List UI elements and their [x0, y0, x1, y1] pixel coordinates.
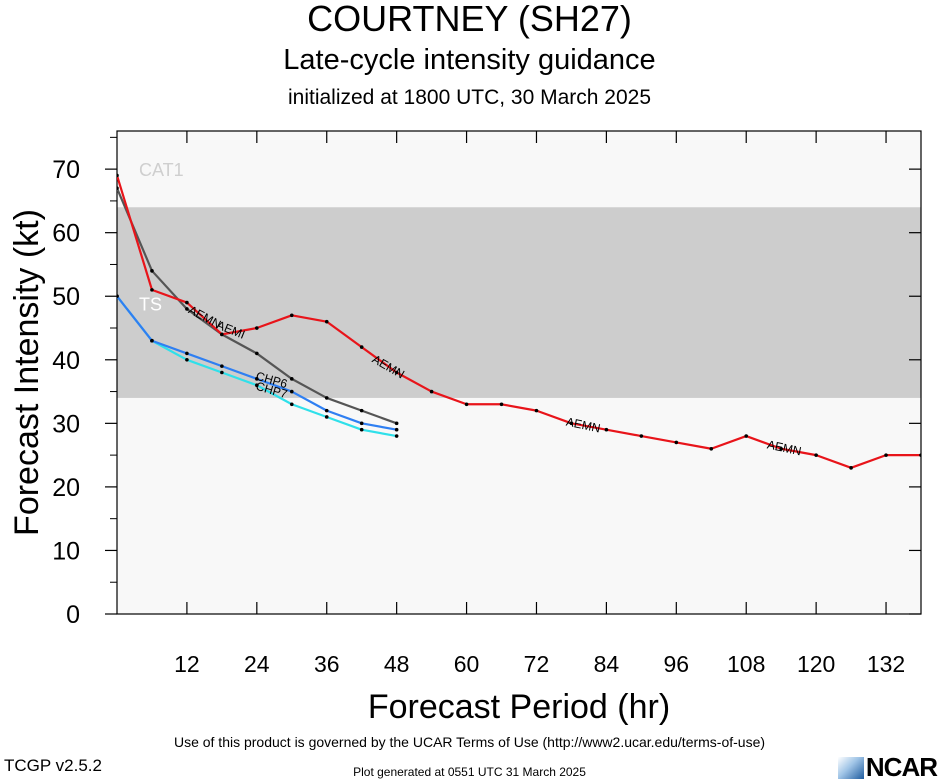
data-point-chp6 — [255, 377, 259, 381]
data-point-aemi — [394, 421, 399, 426]
data-point-chp7 — [185, 357, 189, 362]
chart-subtitle: Late-cycle intensity guidance — [283, 44, 656, 76]
x-tick-label: 12 — [174, 651, 200, 677]
data-point-chp6 — [289, 389, 294, 394]
data-point-aemi — [185, 307, 189, 311]
data-point-aemn — [429, 389, 434, 394]
data-point-chp6 — [220, 364, 224, 368]
data-point-aemi — [324, 396, 329, 400]
data-point-aemi — [150, 269, 154, 273]
data-point-aemn — [394, 370, 399, 375]
ncar-logo: NCAR — [837, 752, 938, 783]
y-tick-label: 10 — [52, 537, 80, 565]
y-tick-label: 20 — [52, 474, 80, 502]
data-point-aemn — [255, 326, 259, 330]
generated-timestamp: Plot generated at 0551 UTC 31 March 2025 — [353, 765, 586, 779]
intensity-band-ts — [117, 207, 921, 398]
data-point-aemn — [674, 440, 679, 445]
data-point-aemi — [359, 408, 364, 413]
data-point-chp6 — [359, 421, 364, 426]
data-point-aemn — [849, 466, 853, 470]
x-tick-label: 132 — [867, 651, 905, 677]
data-point-aemn — [150, 288, 154, 292]
data-point-chp7 — [289, 402, 294, 407]
data-point-chp6 — [324, 408, 329, 413]
y-tick-label: 40 — [52, 347, 80, 375]
data-point-aemi — [289, 377, 294, 381]
data-point-aemn — [779, 446, 783, 451]
x-tick-label: 96 — [664, 651, 690, 677]
version-label: TCGP v2.5.2 — [4, 756, 102, 775]
data-point-aemn — [639, 434, 644, 438]
x-tick-label: 60 — [454, 651, 480, 677]
data-point-chp6 — [185, 351, 189, 356]
data-point-aemn — [884, 453, 888, 457]
data-point-aemn — [464, 402, 469, 407]
band-label-cat1: CAT1 — [139, 160, 184, 180]
x-tick-label: 84 — [594, 651, 620, 677]
data-point-aemn — [220, 332, 224, 337]
ncar-logo-icon — [837, 757, 864, 779]
x-tick-label: 36 — [314, 651, 340, 677]
chart-title: COURTNEY (SH27) — [307, 0, 632, 39]
data-point-aemn — [359, 345, 364, 349]
x-tick-label: 24 — [244, 651, 270, 677]
y-tick-label: 30 — [52, 410, 80, 438]
data-point-chp7 — [220, 370, 224, 375]
data-point-aemn — [117, 173, 119, 178]
data-point-aemn — [534, 408, 539, 413]
data-point-chp7 — [324, 415, 329, 419]
data-point-aemn — [289, 313, 294, 318]
data-point-aemn — [744, 434, 749, 438]
data-point-chp7 — [359, 427, 364, 432]
data-point-aemi — [255, 351, 259, 356]
ncar-logo-text: NCAR — [865, 752, 938, 782]
x-tick-label: 48 — [384, 651, 410, 677]
y-axis-label: Forecast Intensity (kt) — [8, 209, 46, 536]
initialization-time: initialized at 1800 UTC, 30 March 2025 — [287, 86, 652, 109]
x-axis-label: Forecast Period (hr) — [368, 688, 670, 726]
y-tick-label: 70 — [52, 156, 80, 184]
data-point-chp6 — [394, 427, 399, 432]
data-point-chp7 — [255, 383, 259, 388]
plot-frame — [116, 130, 922, 615]
series-line-aemn — [117, 175, 921, 469]
data-point-aemn — [919, 453, 921, 457]
y-tick-label: 60 — [52, 220, 80, 248]
x-tick-label: 108 — [727, 651, 765, 677]
data-point-aemn — [709, 446, 714, 451]
data-point-aemi — [117, 186, 119, 190]
y-tick-label: 0 — [66, 601, 80, 629]
data-point-chp6 — [117, 294, 119, 299]
data-point-chp6 — [150, 338, 154, 343]
data-point-chp7 — [394, 434, 399, 438]
data-point-aemn — [604, 427, 609, 432]
terms-of-use-notice: Use of this product is governed by the U… — [173, 734, 766, 750]
data-point-aemn — [814, 453, 818, 457]
x-tick-label: 72 — [524, 651, 550, 677]
data-point-aemn — [499, 402, 504, 407]
data-point-aemn — [185, 300, 189, 305]
data-point-aemn — [569, 421, 574, 426]
band-label-ts: TS — [139, 294, 162, 314]
data-point-aemn — [324, 319, 329, 324]
x-tick-label: 120 — [797, 651, 835, 677]
y-tick-label: 50 — [52, 283, 80, 311]
